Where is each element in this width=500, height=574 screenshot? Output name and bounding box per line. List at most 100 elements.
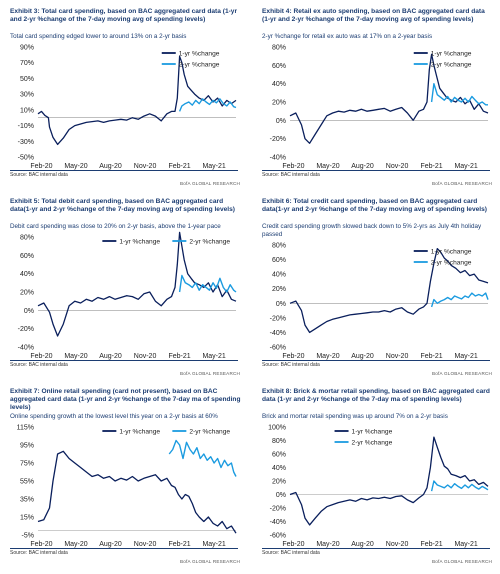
panel-exhibit-6: Exhibit 6: Total credit card spending, b… bbox=[256, 194, 496, 379]
series-line-2yr bbox=[168, 439, 237, 477]
chart-exhibit-7: -5% 15% 35% 55% 75% 95% 115% Feb-20 May-20 Aug-20… bbox=[17, 425, 237, 548]
y-tick-label: 20% bbox=[272, 479, 286, 486]
x-tick-label: Aug-20 bbox=[351, 163, 374, 170]
source-divider bbox=[262, 170, 490, 171]
y-tick-label: 50% bbox=[20, 76, 34, 83]
x-tick-label: Feb-21 bbox=[420, 163, 442, 170]
x-tick-label: May-20 bbox=[64, 541, 87, 548]
legend-label: 1-yr %change bbox=[179, 50, 220, 57]
y-tick-label: 40% bbox=[272, 465, 286, 472]
y-tick-label: 0% bbox=[276, 118, 286, 125]
panel-exhibit-4: Exhibit 4: Retail ex auto spending, base… bbox=[256, 4, 496, 189]
y-tick-label: 60% bbox=[272, 63, 286, 70]
x-tick-label: Nov-20 bbox=[386, 541, 409, 548]
brand-footer: BofA GLOBAL RESEARCH bbox=[180, 371, 240, 376]
x-tick-label: Aug-20 bbox=[99, 353, 122, 360]
y-tick-label: 40% bbox=[272, 272, 286, 279]
y-tick-label: 40% bbox=[272, 81, 286, 88]
y-tick-label: -5% bbox=[22, 533, 34, 540]
y-tick-label: -40% bbox=[270, 330, 286, 337]
y-tick-label: 80% bbox=[272, 438, 286, 445]
y-tick-label: -10% bbox=[18, 123, 34, 130]
legend-label: 2-yr %change bbox=[189, 428, 230, 435]
brand-footer: BofA GLOBAL RESEARCH bbox=[180, 181, 240, 186]
chart-title: Exhibit 8: Brick & mortar retail spendin… bbox=[262, 388, 490, 403]
x-tick-label: Feb-20 bbox=[30, 353, 52, 360]
y-tick-label: 0% bbox=[276, 301, 286, 308]
series-line-1yr bbox=[37, 231, 237, 337]
legend-label: 2-yr %change bbox=[431, 61, 472, 68]
y-tick-label: 80% bbox=[272, 243, 286, 250]
series-line-1yr bbox=[289, 53, 489, 144]
source-note: Source: BAC internal data bbox=[262, 550, 320, 556]
y-tick-label: 90% bbox=[20, 45, 34, 52]
y-tick-label: -20% bbox=[18, 326, 34, 333]
x-tick-label: May-20 bbox=[316, 541, 339, 548]
x-tick-label: Nov-20 bbox=[386, 163, 409, 170]
series-line-2yr bbox=[430, 292, 489, 308]
source-divider bbox=[10, 548, 238, 549]
legend-label: 1-yr %change bbox=[431, 50, 472, 57]
brand-footer: BofA GLOBAL RESEARCH bbox=[180, 559, 240, 564]
y-tick-label: -60% bbox=[270, 533, 286, 540]
y-tick-label: 100% bbox=[268, 425, 286, 432]
x-tick-label: Nov-20 bbox=[386, 353, 409, 360]
chart-exhibit-3: -50% -30% -10% 10% 30% 50% 70% 90% Feb-20 May-20 A… bbox=[18, 45, 237, 170]
chart-subtitle: 2-yr %change for retail ex auto was at 1… bbox=[262, 33, 433, 40]
panel-exhibit-5: Exhibit 5: Total debit card spending, ba… bbox=[4, 194, 244, 379]
y-tick-label: -50% bbox=[18, 155, 34, 162]
chart-exhibit-5: -40% -20% 0% 20% 40% 60% 80% Feb-20 May-20 Aug-20… bbox=[18, 231, 237, 360]
y-tick-label: 115% bbox=[17, 425, 34, 432]
legend-label: 2-yr %change bbox=[431, 259, 472, 266]
brand-footer: BofA GLOBAL RESEARCH bbox=[432, 181, 492, 186]
series-line-2yr bbox=[178, 98, 237, 112]
series-line-1yr bbox=[289, 247, 489, 334]
legend-label: 2-yr %change bbox=[179, 61, 220, 68]
series-line-1yr bbox=[289, 436, 489, 526]
chart-title: Exhibit 6: Total credit card spending, b… bbox=[262, 198, 487, 213]
y-tick-label: 40% bbox=[20, 271, 34, 278]
x-tick-label: May-21 bbox=[202, 163, 225, 170]
chart-exhibit-6: -60% -40% -20% 0% 20% 40% 60% 80% Feb-20 May-20 Au… bbox=[270, 243, 489, 360]
x-tick-label: Feb-21 bbox=[168, 541, 190, 548]
x-tick-label: Feb-21 bbox=[420, 541, 442, 548]
series-line-2yr bbox=[430, 83, 488, 106]
x-tick-label: Feb-20 bbox=[282, 353, 304, 360]
source-note: Source: BAC internal data bbox=[262, 362, 320, 368]
x-tick-label: May-20 bbox=[64, 163, 87, 170]
panel-exhibit-8: Exhibit 8: Brick & mortar retail spendin… bbox=[256, 384, 496, 569]
chart-exhibit-4: -40% -20% 0% 20% 40% 60% 80% Feb-20 May-20 Aug-20… bbox=[270, 45, 489, 170]
x-tick-label: Aug-20 bbox=[99, 541, 122, 548]
y-tick-label: -40% bbox=[270, 519, 286, 526]
x-tick-label: May-20 bbox=[316, 163, 339, 170]
legend-label: 2-yr %change bbox=[352, 439, 393, 446]
y-tick-label: -20% bbox=[270, 315, 286, 322]
x-tick-label: Aug-20 bbox=[99, 163, 122, 170]
chart-title: Exhibit 7: Online retail spending (card … bbox=[10, 388, 241, 411]
x-tick-label: May-21 bbox=[454, 541, 477, 548]
y-tick-label: 0% bbox=[24, 308, 34, 315]
brand-footer: BofA GLOBAL RESEARCH bbox=[432, 559, 492, 564]
y-tick-label: 80% bbox=[272, 45, 286, 52]
panel-exhibit-3: Exhibit 3: Total card spending, based on… bbox=[4, 4, 244, 189]
y-tick-label: -20% bbox=[270, 506, 286, 513]
x-tick-label: May-21 bbox=[202, 541, 225, 548]
series-line-2yr bbox=[178, 274, 237, 293]
chart-subtitle: Online spending growth at the lowest lev… bbox=[10, 413, 218, 420]
x-tick-label: Aug-20 bbox=[351, 541, 374, 548]
source-note: Source: BAC internal data bbox=[262, 172, 320, 178]
x-tick-label: May-21 bbox=[454, 163, 477, 170]
legend-label: 1-yr %change bbox=[352, 428, 393, 435]
x-tick-label: Aug-20 bbox=[351, 353, 374, 360]
chart-subtitle: Debit card spending was close to 20% on … bbox=[10, 223, 221, 230]
legend-label: 1-yr %change bbox=[119, 428, 160, 435]
x-tick-label: Nov-20 bbox=[134, 353, 157, 360]
x-tick-label: Feb-21 bbox=[420, 353, 442, 360]
x-tick-label: Feb-21 bbox=[168, 163, 190, 170]
x-tick-label: Nov-20 bbox=[134, 163, 157, 170]
source-divider bbox=[10, 360, 238, 361]
y-tick-label: 60% bbox=[20, 253, 34, 260]
chart-title: Exhibit 4: Retail ex auto spending, base… bbox=[262, 8, 485, 23]
x-tick-label: May-20 bbox=[64, 353, 87, 360]
y-tick-label: 30% bbox=[20, 92, 34, 99]
